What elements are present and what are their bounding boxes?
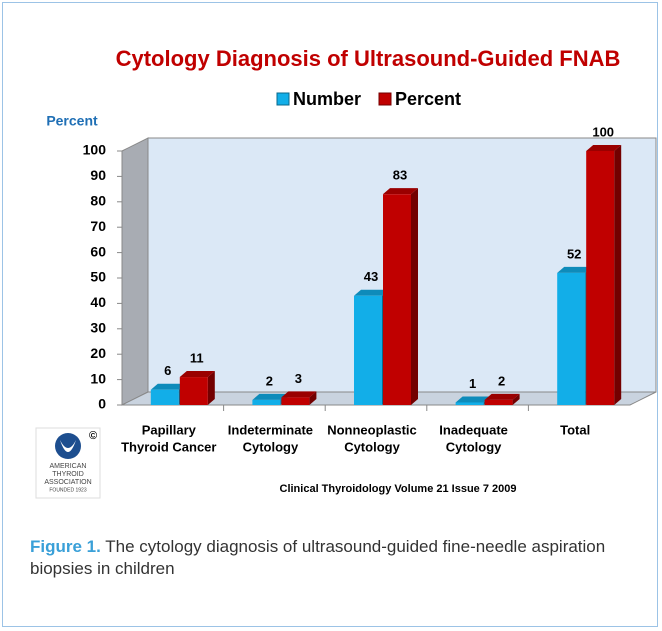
value-label: 2 (498, 373, 505, 388)
bar-side (411, 188, 418, 405)
x-tick-label: Cytology (344, 439, 400, 454)
chart-title: Cytology Diagnosis of Ultrasound-Guided … (116, 46, 621, 71)
x-tick-label: Nonneoplastic (327, 422, 417, 437)
bar (281, 397, 310, 405)
value-label: 2 (266, 373, 273, 388)
y-tick-label: 0 (98, 396, 106, 412)
y-tick-label: 100 (83, 142, 107, 158)
bar-top (484, 393, 520, 400)
legend: Number Percent (276, 89, 461, 109)
bar (484, 399, 513, 405)
y-tick-label: 90 (90, 167, 106, 183)
logo-emblem (55, 433, 81, 459)
y-tick-label: 50 (90, 269, 106, 285)
bar (455, 402, 484, 405)
y-tick-label: 80 (90, 193, 106, 209)
bar-side (512, 393, 520, 405)
x-tick-label: Thyroid Cancer (121, 439, 216, 454)
logo-text: FOUNDED 1923 (49, 487, 86, 493)
caption: Figure 1. The cytology diagnosis of ultr… (30, 536, 630, 580)
logo-mark (60, 440, 76, 452)
x-tick-label: Indeterminate (228, 422, 313, 437)
bar (383, 194, 411, 405)
bar-top (383, 188, 418, 195)
side-wall (121, 137, 149, 406)
logo-text: THYROID (52, 471, 84, 478)
bar (252, 399, 281, 405)
value-label: 83 (393, 168, 407, 183)
x-tick-label: Inadequate (439, 422, 508, 437)
bar-top (586, 145, 622, 151)
value-label: 3 (295, 371, 302, 386)
y-tick-label: 60 (90, 243, 106, 259)
chart: Cytology Diagnosis of Ultrasound-Guided … (35, 46, 657, 499)
y-tick-label: 40 (90, 294, 106, 310)
value-label: 52 (567, 246, 581, 261)
x-tick-label: Papillary (142, 422, 197, 437)
logo-text: AMERICAN (50, 463, 87, 470)
bar-top (179, 371, 215, 378)
bar (150, 389, 179, 405)
x-tick-label: Cytology (243, 439, 299, 454)
caption-label: Figure 1. (30, 537, 101, 556)
bar-top (455, 396, 491, 403)
logo-copyright: © (89, 430, 97, 442)
y-tick-label: 10 (90, 370, 106, 386)
bar-side (614, 145, 622, 405)
y-tick-label: 70 (90, 218, 106, 234)
legend-swatch (378, 92, 392, 106)
legend-swatch (276, 92, 290, 106)
logo-text: ASSOCIATION (44, 479, 91, 486)
value-label: 11 (190, 350, 204, 365)
source: Clinical Thyroidology Volume 21 Issue 7 … (280, 483, 517, 495)
bar-top (281, 391, 317, 398)
value-label: 100 (592, 124, 614, 139)
bar-top (150, 383, 186, 390)
bar (557, 272, 586, 405)
legend-label: Number (293, 89, 361, 109)
value-label: 43 (364, 269, 378, 284)
y-axis-label: Percent (46, 113, 98, 129)
bar-top (557, 266, 593, 273)
value-label: 1 (469, 376, 476, 391)
x-tick-label: Total (560, 422, 590, 437)
bar (179, 377, 208, 405)
bar-side (207, 371, 215, 405)
x-tick-label: Cytology (446, 439, 502, 454)
value-label: 6 (164, 363, 171, 378)
bar-top (354, 289, 389, 296)
bar-top (252, 393, 288, 400)
legend-label: Percent (395, 89, 461, 109)
y-tick-label: 30 (90, 320, 106, 336)
bar (354, 295, 382, 405)
bar-side (309, 391, 317, 405)
bar (586, 151, 615, 405)
y-tick-label: 20 (90, 345, 106, 361)
caption-text: The cytology diagnosis of ultrasound-gui… (30, 537, 606, 578)
